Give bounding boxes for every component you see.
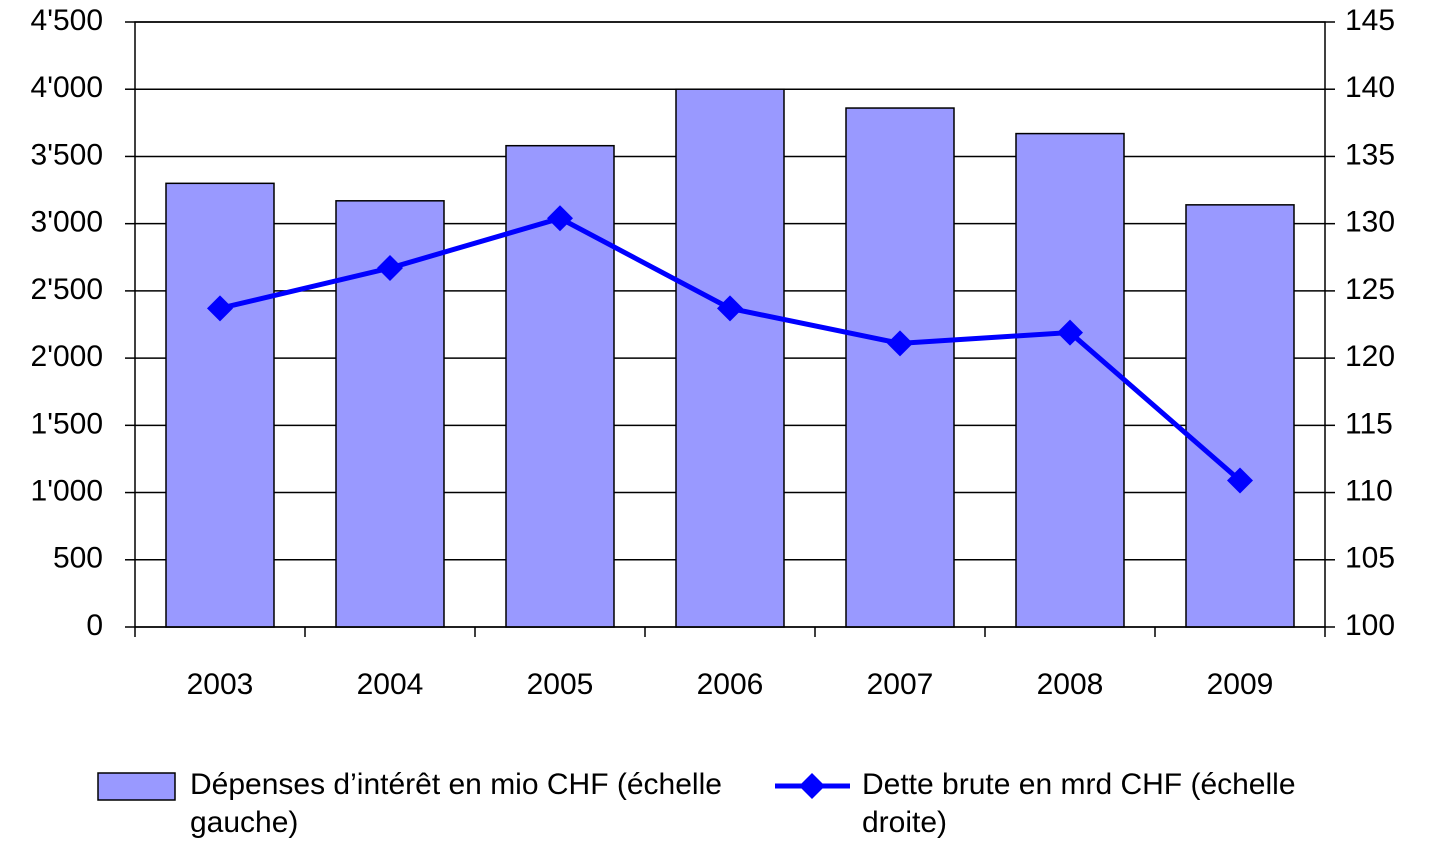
y-tick-label: 1'500: [31, 407, 103, 440]
y2-tick-label: 115: [1345, 407, 1393, 440]
y-tick-label: 4'000: [31, 71, 103, 104]
y2-tick-label: 140: [1345, 71, 1395, 104]
x-tick-label: 2003: [187, 668, 254, 701]
marker: [207, 295, 233, 322]
legend-swatch: [97, 772, 176, 801]
bar: [1015, 132, 1125, 628]
y2-tick-label: 120: [1345, 340, 1395, 373]
y-tick-label: 2'000: [31, 340, 103, 373]
y2-tick-label: 135: [1345, 138, 1395, 171]
x-tick-label: 2006: [697, 668, 764, 701]
bar: [845, 107, 955, 628]
x-tick-label: 2008: [1037, 668, 1104, 701]
y-tick-label: 500: [53, 542, 103, 575]
x-tick-label: 2007: [867, 668, 934, 701]
x-tick-label: 2005: [527, 668, 594, 701]
y2-tick-label: 100: [1345, 609, 1395, 642]
plot-border: [134, 21, 1326, 628]
marker: [887, 330, 913, 357]
bar: [1185, 204, 1295, 628]
marker: [1227, 467, 1253, 494]
marker: [1057, 319, 1083, 346]
y-tick-label: 0: [86, 609, 103, 642]
y2-tick-label: 105: [1345, 542, 1395, 575]
legend-label: Dette brute en mrd CHF (échelle droite): [862, 768, 1296, 839]
y-tick-label: 2'500: [31, 273, 103, 306]
bar: [675, 88, 785, 628]
y-tick-label: 3'500: [31, 138, 103, 171]
legend-swatch: [799, 773, 825, 799]
marker: [377, 255, 403, 282]
y2-tick-label: 130: [1345, 206, 1395, 239]
x-tick-label: 2004: [357, 668, 424, 701]
y-tick-label: 1'000: [31, 474, 103, 507]
marker: [547, 205, 573, 232]
bar: [165, 182, 275, 628]
legend-label: Dépenses d’intérêt en mio CHF (échelle g…: [190, 768, 722, 839]
y2-tick-label: 145: [1345, 4, 1395, 37]
x-tick-label: 2009: [1207, 668, 1274, 701]
y2-tick-label: 110: [1345, 474, 1393, 507]
marker: [717, 295, 743, 322]
y-tick-label: 4'500: [31, 4, 103, 37]
y-tick-label: 3'000: [31, 206, 103, 239]
y2-tick-label: 125: [1345, 273, 1395, 306]
